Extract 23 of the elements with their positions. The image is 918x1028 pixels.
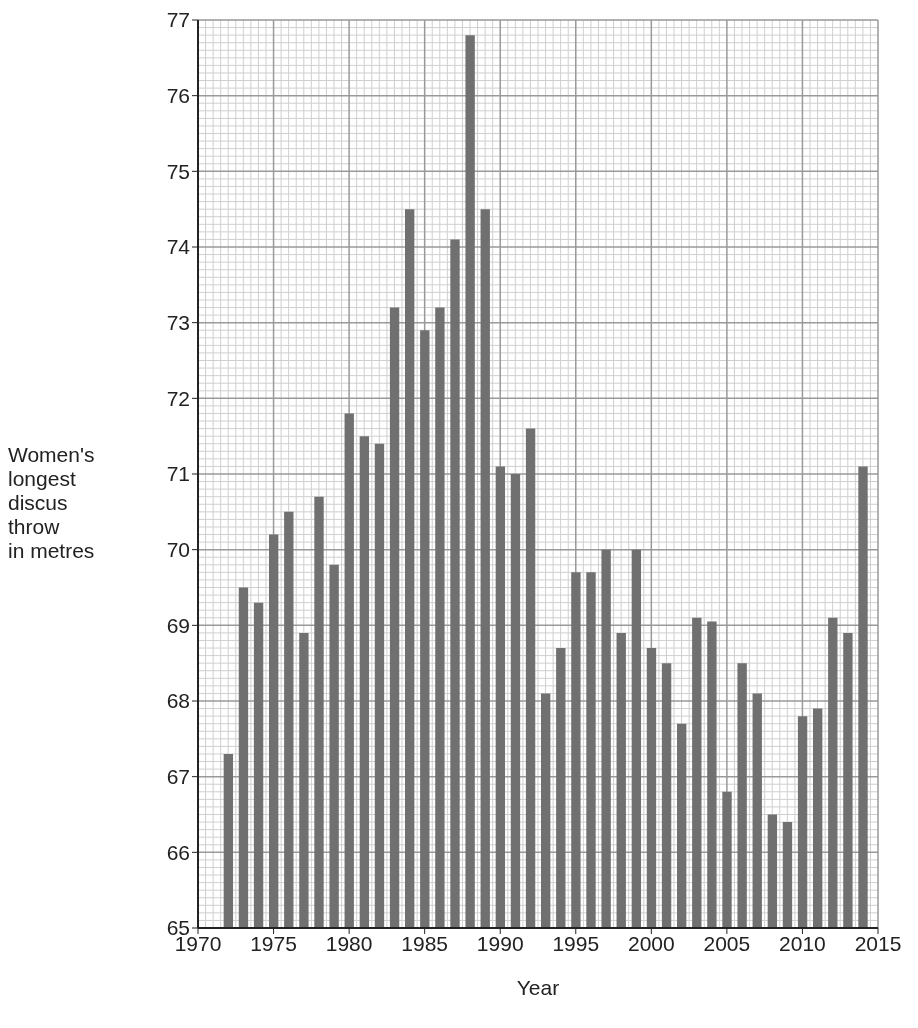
y-tick-label: 69 (166, 613, 190, 637)
y-tick-label: 71 (166, 462, 190, 486)
x-tick-label: 1975 (250, 931, 297, 955)
x-tick-label: 2010 (779, 931, 826, 955)
y-tick-label: 76 (166, 84, 190, 108)
y-tick-label: 72 (166, 386, 190, 410)
y-tick-label: 75 (166, 159, 190, 183)
y-tick-label: 77 (166, 8, 190, 32)
y-tick-label: 67 (166, 765, 190, 789)
y-tick-label: 70 (166, 538, 190, 562)
x-tick-label: 2005 (703, 931, 751, 955)
x-tick-label: 2015 (854, 931, 902, 955)
x-tick-label: 1990 (476, 931, 524, 955)
x-tick-label: 2000 (627, 931, 675, 955)
y-axis-title: Women's longest discus throw in metres (8, 443, 96, 563)
y-tick-label: 73 (166, 311, 190, 335)
x-tick-label: 1985 (401, 931, 449, 955)
x-tick-label: 1980 (325, 931, 373, 955)
x-axis-title: Year (516, 976, 560, 999)
y-tick-label: 68 (166, 689, 190, 713)
y-tick-label: 66 (166, 840, 190, 864)
y-tick-label: 74 (166, 235, 191, 259)
x-tick-label: 1995 (552, 931, 600, 955)
